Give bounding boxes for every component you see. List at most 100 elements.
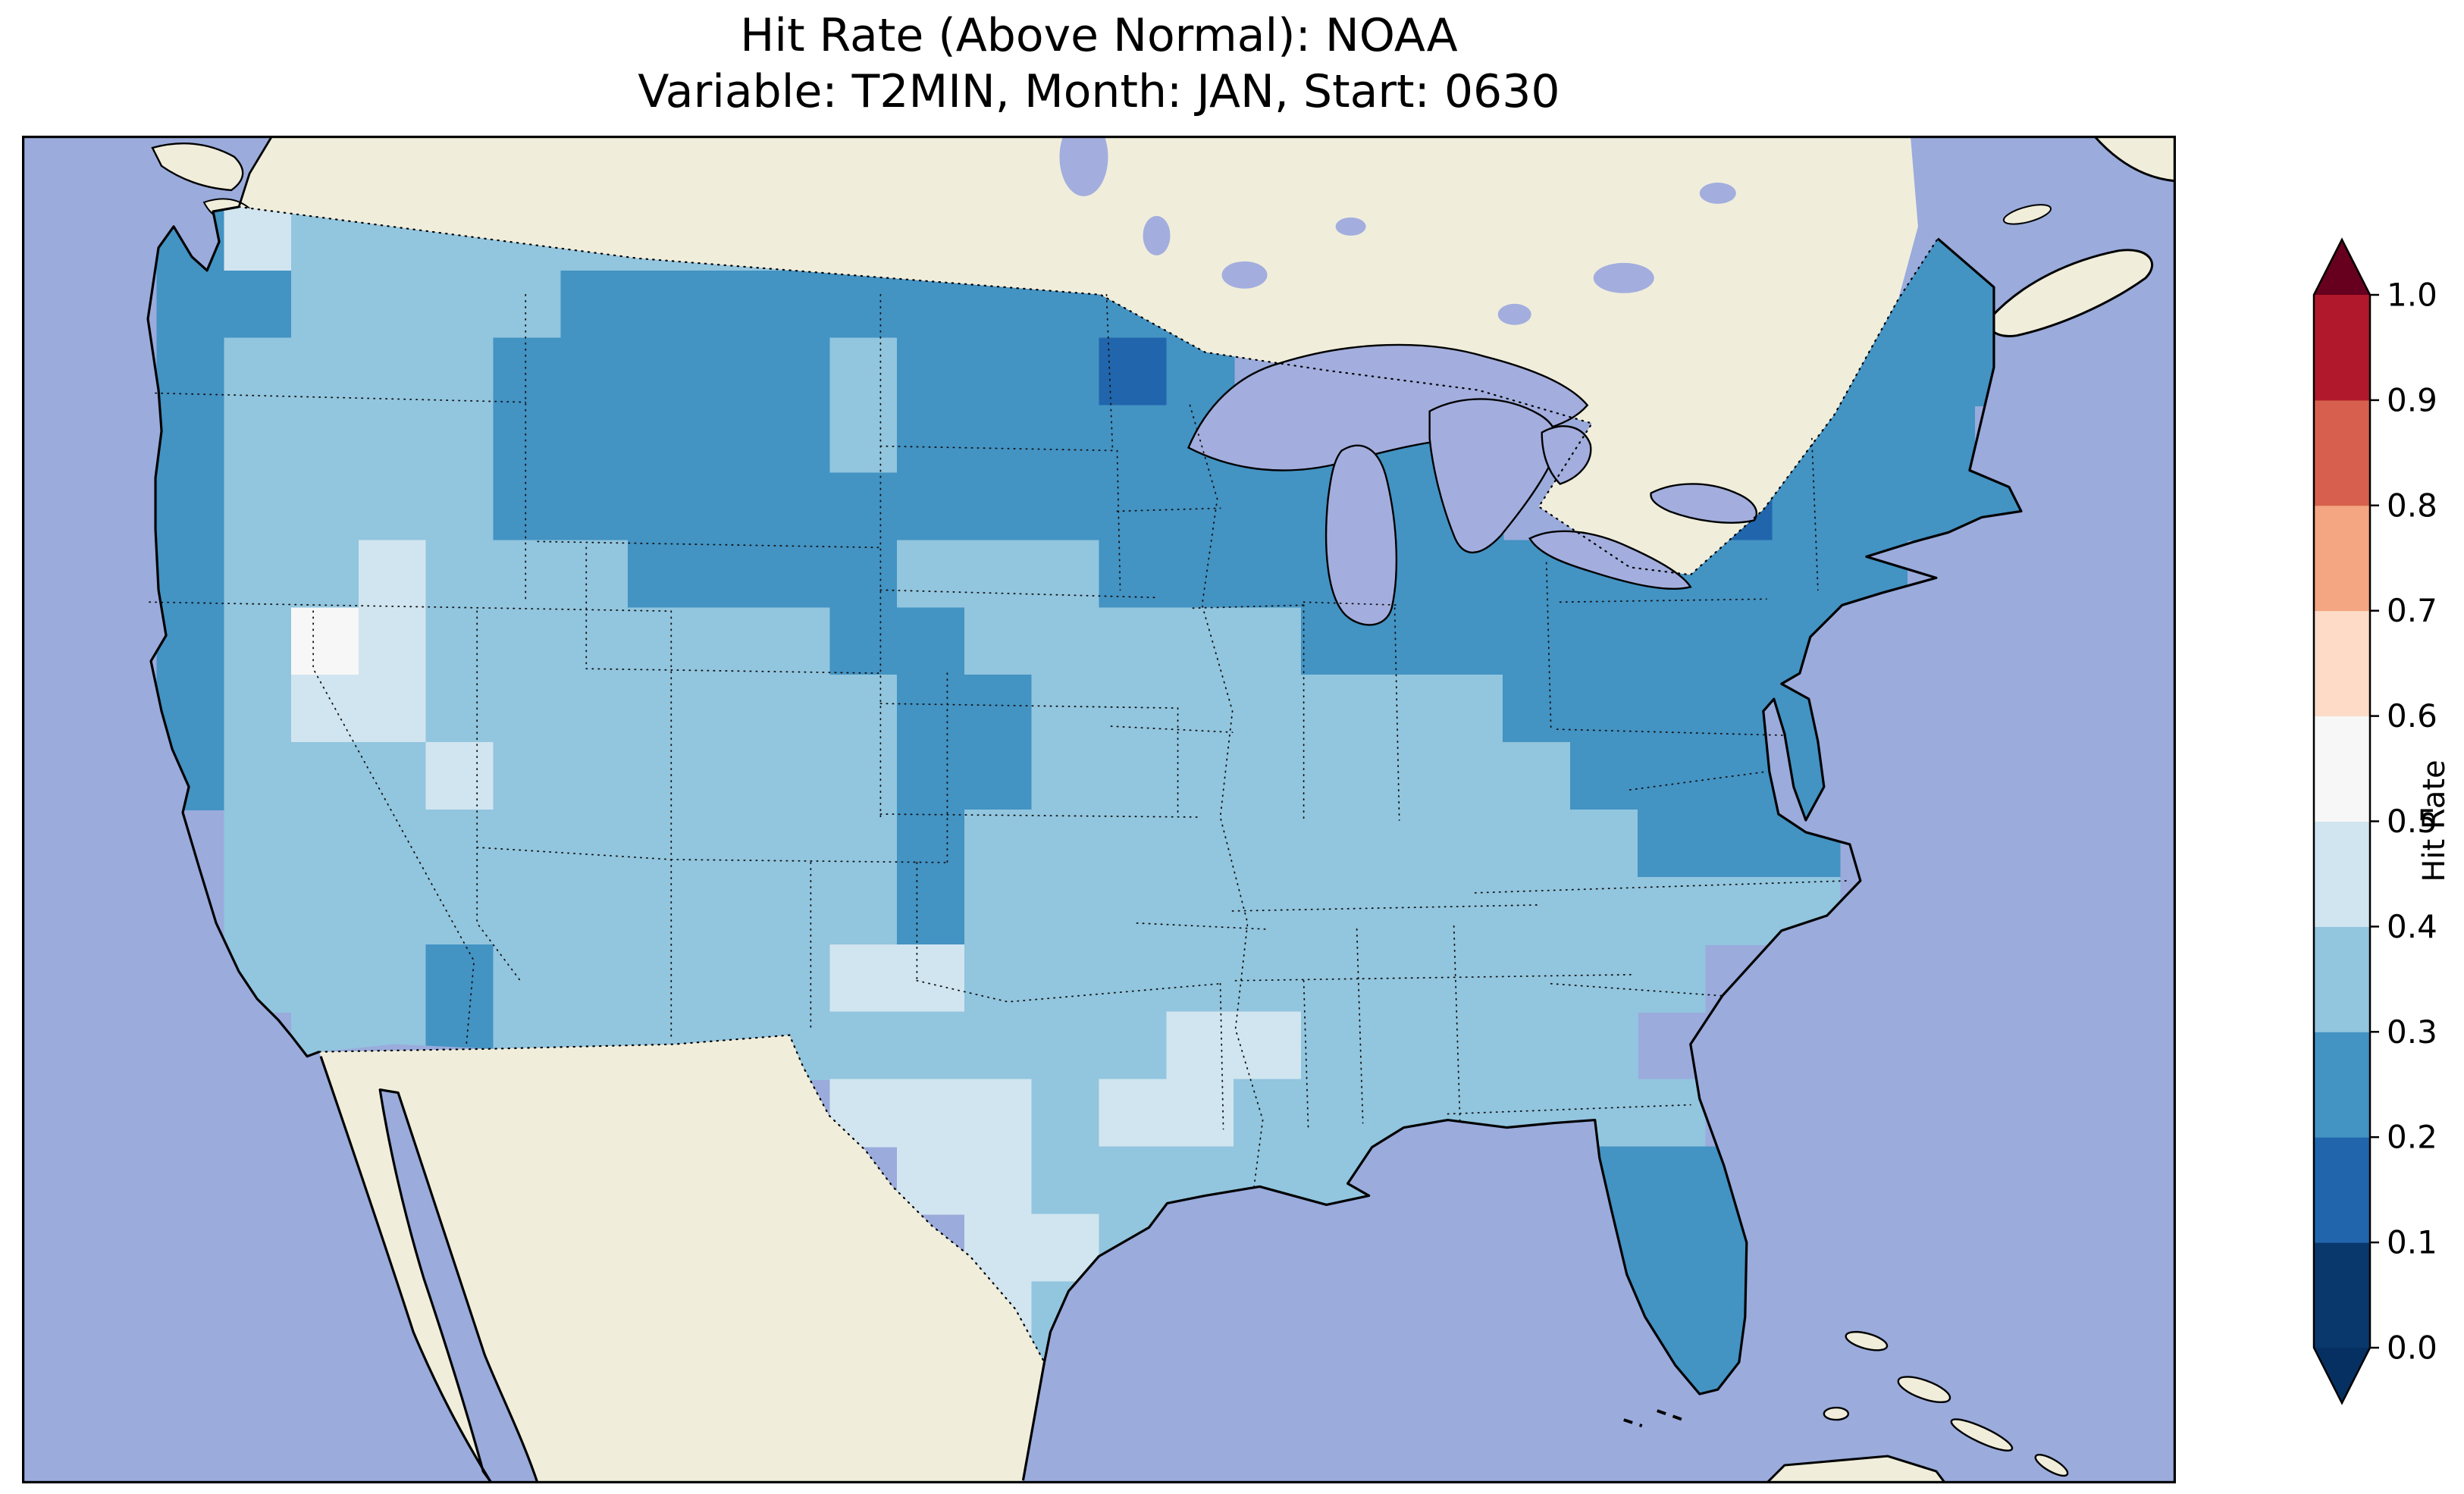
- grid-cell: [628, 876, 697, 945]
- grid-cell: [1368, 876, 1437, 945]
- grid-cell: [1637, 607, 1706, 676]
- grid-cell: [1704, 675, 1773, 744]
- grid-cell: [1166, 675, 1235, 744]
- grid-cell: [291, 270, 360, 339]
- grid-cell: [560, 810, 629, 879]
- grid-cell: [1300, 1011, 1369, 1080]
- grid-cell: [156, 405, 225, 474]
- grid-cell: [1031, 1146, 1100, 1215]
- mexico-landmass: [319, 1035, 1045, 1483]
- grid-cell: [1234, 944, 1303, 1013]
- grid-cell: [291, 472, 360, 541]
- grid-cell: [358, 607, 427, 676]
- grid-cell: [628, 810, 697, 879]
- colorbar-tick-label: 0.0: [2387, 1330, 2437, 1367]
- vancouver-island: [151, 142, 244, 192]
- grid-cell: [1234, 472, 1303, 541]
- grid-cell: [1234, 675, 1303, 744]
- canada-west-coastline: [237, 136, 274, 208]
- grid-cell: [1099, 1079, 1168, 1148]
- grid-cell: [1031, 1011, 1100, 1080]
- grid-cell: [1368, 944, 1437, 1013]
- grid-cell: [897, 540, 966, 609]
- prince-edward-island: [2002, 204, 2052, 225]
- us-hit-rate-map: [22, 136, 2176, 1483]
- grid-cell: [1031, 405, 1100, 474]
- grid-cell: [291, 944, 360, 1013]
- grid-cell: [1368, 742, 1437, 811]
- colorbar-segment: [2314, 716, 2370, 822]
- colorbar-axis-label: Hit Rate: [2417, 760, 2452, 882]
- grid-cell: [425, 607, 494, 676]
- grid-cell: [425, 337, 494, 406]
- grid-cell: [628, 337, 697, 406]
- atlantic-gulf-coastline: [1042, 237, 2023, 1395]
- quebec-lake-2: [1699, 182, 1736, 204]
- grid-cell: [1368, 675, 1437, 744]
- grid-cell: [762, 405, 831, 474]
- grid-cell: [762, 944, 831, 1013]
- florida-keys: [1623, 1409, 1684, 1427]
- grid-cell: [1435, 944, 1504, 1013]
- grid-cell: [762, 810, 831, 879]
- grid-cell: [425, 472, 494, 541]
- grid-cell: [425, 742, 494, 811]
- grid-cell: [1569, 1011, 1638, 1080]
- colorbar-segment: [2314, 295, 2370, 401]
- grid-cell: [1906, 337, 1975, 406]
- grid-cell: [1435, 607, 1504, 676]
- grid-cell: [1166, 607, 1235, 676]
- grid-cell: [1099, 810, 1168, 879]
- grid-cell: [560, 607, 629, 676]
- grid-cell: [1435, 742, 1504, 811]
- grid-cell: [1569, 742, 1638, 811]
- grid-cell: [560, 337, 629, 406]
- grid-cell: [493, 472, 562, 541]
- axes-frame: [22, 136, 2176, 1483]
- grid-cell: [493, 810, 562, 879]
- grid-cell: [1772, 540, 1841, 609]
- grid-cell: [829, 675, 898, 744]
- great-lakes: [1187, 343, 1757, 626]
- grid-cell: [1503, 1011, 1572, 1080]
- grid-cell: [425, 944, 494, 1013]
- grid-cell: [358, 270, 427, 339]
- grid-cell: [762, 472, 831, 541]
- grid-cell: [628, 944, 697, 1013]
- grid-cell: [224, 472, 293, 541]
- colorbar-tick-label: 0.7: [2387, 592, 2437, 629]
- bahama-island: [1823, 1406, 1850, 1421]
- bahama-island: [1897, 1376, 1951, 1404]
- colorbar-over-arrow: [2314, 240, 2370, 295]
- grid-cell: [1166, 742, 1235, 811]
- grid-cell: [897, 944, 966, 1013]
- grid-cell: [1099, 675, 1168, 744]
- grid-cell: [291, 607, 360, 676]
- canada-landmass: [239, 136, 1918, 575]
- pacific-coastline: [146, 205, 320, 1058]
- map-axes: [22, 136, 2176, 1483]
- grid-cell: [224, 270, 293, 339]
- grid-cell: [291, 876, 360, 945]
- grid-cell: [1637, 1079, 1706, 1148]
- grid-cell: [156, 337, 225, 406]
- grid-cell: [358, 876, 427, 945]
- grid-cell: [1637, 810, 1706, 879]
- colorbar-svg: 0.0 0.1 0.2 0.3 0.4 0.5 0.6 0.7 0.8 0.9 1.0 Hit Ra…: [2312, 237, 2452, 1405]
- grid-cell: [964, 1079, 1033, 1148]
- grid-cell: [493, 405, 562, 474]
- grid-cell: [1368, 810, 1437, 879]
- colorbar-scale: 0.0 0.1 0.2 0.3 0.4 0.5 0.6 0.7 0.8 0.9 1.0: [2312, 237, 2437, 1405]
- grid-cell: [493, 675, 562, 744]
- grid-cell: [358, 540, 427, 609]
- grid-cell: [628, 472, 697, 541]
- grid-cell: [694, 607, 763, 676]
- grid-cell: [1099, 337, 1168, 406]
- grid-cell: [1906, 405, 1975, 474]
- bahama-island: [1845, 1330, 1889, 1351]
- grid-cell: [1234, 876, 1303, 945]
- grid-cell: [1503, 607, 1572, 676]
- grid-cell: [964, 675, 1033, 744]
- grid-cell: [1099, 742, 1168, 811]
- grid-cell: [425, 405, 494, 474]
